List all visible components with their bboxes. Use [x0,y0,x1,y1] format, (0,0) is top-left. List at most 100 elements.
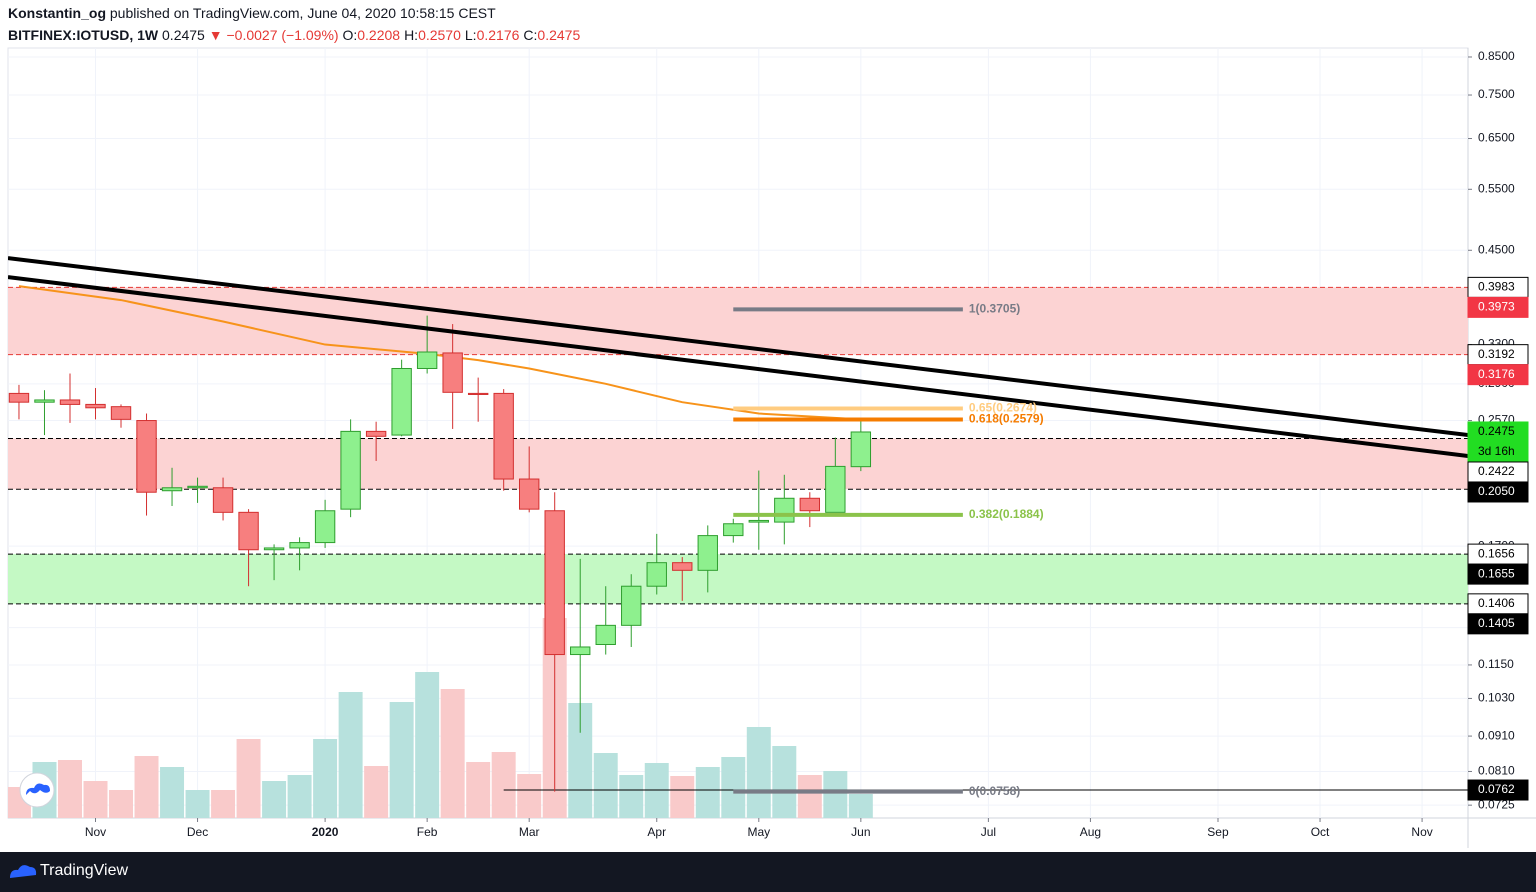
volume-bar [695,767,720,818]
price-tag [1467,613,1529,635]
x-tick-label: 2020 [312,825,339,839]
x-tick-label: Oct [1311,825,1330,839]
zone [8,438,1468,490]
volume-bar [262,781,287,818]
fib-label: 0.382(0.1884) [969,507,1044,521]
volume-bar [389,702,414,818]
price-tag-label: 0.3983 [1478,280,1515,294]
volume-bar [364,766,389,818]
candle-body [416,351,438,369]
candle-body [212,487,234,513]
volume-bar [236,739,261,818]
symbol-line: BITFINEX:IOTUSD, 1W 0.2475 ▼ −0.0027 (−1… [8,24,1508,46]
fib-label: 0.65(0.2674) [969,401,1037,415]
volume-bar [211,790,236,818]
candle-body [442,352,463,393]
ohlc-value: 0.2570 [418,27,461,43]
volume-bar [134,756,159,818]
volume-bar [517,774,542,818]
zone [8,287,1468,355]
fib-label: 0.618(0.2579) [969,412,1044,426]
x-tick-label: Apr [647,825,666,839]
volume-bar [466,762,491,818]
y-tick-label: 0.7500 [1478,87,1515,101]
volume-bar [593,753,618,818]
x-tick-label: Dec [187,825,208,839]
volume-bar [746,727,771,818]
moving-average [18,285,861,421]
y-tick-label: 0.6500 [1478,131,1515,145]
ohlc-key: C: [523,27,538,43]
y-tick-label: 0.1150 [1478,657,1514,671]
candle-body [774,497,795,523]
candle-body [595,624,616,645]
price-tag-label: 0.3192 [1478,347,1515,361]
brand: TradingView [40,862,129,879]
candle-body [289,542,310,549]
candle-body [467,392,489,395]
ohlc-key: H: [404,27,419,43]
candle-body [621,585,642,626]
trendline [8,275,1468,458]
price-tag-label: 0.2475 [1478,424,1515,438]
volume-bar [109,790,134,818]
candle-body [8,392,30,403]
y-tick-label: 0.0810 [1478,764,1515,778]
x-tick-label: Mar [519,825,540,839]
candle-body [110,406,132,420]
x-tick-label: Feb [417,825,438,839]
footer: TradingView [0,852,1536,892]
volume-bar [338,692,363,818]
candle-body [136,420,157,493]
price-tag-label: 0.1406 [1478,596,1515,610]
y-tick-label: 0.8500 [1478,49,1515,63]
price-tag-label: 0.2422 [1478,464,1515,478]
volume-bar [415,672,440,818]
y-tick-label: 0.4500 [1478,242,1515,256]
y-tick-label: 0.0725 [1478,797,1515,811]
price-tag-label: 0.1405 [1478,616,1515,630]
y-tick-label: 0.1030 [1478,691,1515,705]
price-tag [1467,296,1529,318]
candle-body [570,646,591,656]
ohlc-key: O: [342,27,358,43]
price-tag [1467,421,1529,463]
ohlc-value: 0.2208 [357,27,401,43]
y-tick-label: 0.0910 [1478,728,1515,742]
header: Konstantin_og published on TradingView.c… [8,2,1508,46]
y-tick-label: 0.5500 [1478,181,1515,195]
logo-button[interactable] [19,772,55,808]
ohlc-value: 0.2475 [537,27,581,43]
volume-bar [619,775,644,818]
price-tag [1467,364,1529,386]
volume-bar [797,775,822,818]
price-tag [1467,563,1529,585]
x-tick-label: Jun [851,825,870,839]
volume-bar [823,771,848,818]
volume-bar [160,767,185,818]
plot-layer: 1(0.3705) 0.65(0.2674)0.618(0.2579) 0.382(… [8,48,1468,818]
candle-body [544,510,565,656]
volume-bar [83,781,108,818]
publish-line: Konstantin_og published on TradingView.c… [8,2,1508,24]
price-tag-label: 0.0762 [1478,782,1515,796]
symbol: BITFINEX:IOTUSD, 1W [8,27,159,43]
x-tick-label: Nov [85,825,106,839]
volume-bar [568,703,593,818]
volume-bar [287,775,312,818]
change: ▼ −0.0027 (−1.09%) [208,27,339,43]
price-tag-label: 0.1656 [1478,546,1515,560]
candle-body [825,465,846,513]
candle-body [391,367,412,436]
ohlc-value: 0.2176 [476,27,520,43]
volume-bar [491,752,516,818]
volume-bar [313,739,338,818]
candle-body [799,497,821,512]
candle-body [646,562,667,587]
candle-body [672,562,693,571]
volume-bar [670,776,695,818]
fib-label: 0(0.0758) [969,784,1020,798]
price-tag [1467,481,1529,503]
